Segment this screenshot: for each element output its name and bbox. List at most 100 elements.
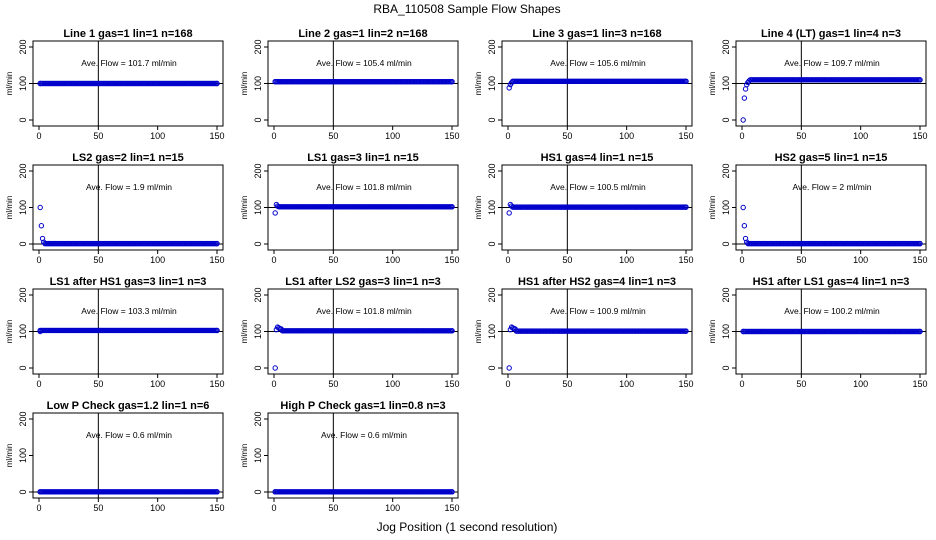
panel-title: LS1 after HS1 gas=3 lin=1 n=3 xyxy=(50,276,207,288)
panel: Line 1 gas=1 lin=1 n=168 0 50 100 150 0 100 200… xyxy=(5,28,225,141)
x-tick-label: 0 xyxy=(505,131,510,141)
y-tick-label: 100 xyxy=(253,200,263,215)
x-tick-label: 100 xyxy=(150,131,165,141)
x-tick-label: 150 xyxy=(678,131,693,141)
panel: LS1 gas=3 lin=1 n=15 0 50 100 150 0 100 200 ml/m… xyxy=(240,152,460,265)
data-point xyxy=(37,80,43,87)
y-tick-label: 100 xyxy=(253,448,263,463)
y-tick-label: 100 xyxy=(487,76,497,91)
y-tick-label: 0 xyxy=(253,489,263,494)
y-tick-label: 200 xyxy=(253,411,263,426)
data-point xyxy=(740,117,746,123)
y-tick-label: 100 xyxy=(18,200,28,215)
x-tick-label: 100 xyxy=(385,131,400,141)
x-tick-label: 150 xyxy=(912,131,927,141)
panel: HS2 gas=5 lin=1 n=15 0 50 100 150 0 100 200 ml/m… xyxy=(708,152,928,265)
x-tick-label: 150 xyxy=(912,255,927,265)
y-tick-label: 100 xyxy=(721,76,731,91)
x-tick-label: 100 xyxy=(150,255,165,265)
x-tick-label: 100 xyxy=(385,379,400,389)
y-tick-label: 100 xyxy=(721,324,731,339)
panel-title: HS1 after LS1 gas=4 lin=1 n=3 xyxy=(753,276,910,288)
panel-title: LS1 gas=3 lin=1 n=15 xyxy=(307,152,419,164)
panel-frame xyxy=(32,412,224,499)
y-tick-label: 100 xyxy=(18,76,28,91)
data-point xyxy=(272,210,278,216)
y-axis-label: ml/min xyxy=(5,72,14,96)
data-point xyxy=(449,489,455,495)
y-tick-label: 100 xyxy=(487,324,497,339)
panel: High P Check gas=1 lin=0.8 n=3 0 50 100 150 0… xyxy=(240,400,460,513)
x-tick-label: 100 xyxy=(385,503,400,513)
data-point xyxy=(214,80,220,87)
y-tick-label: 0 xyxy=(253,117,263,122)
y-tick-label: 200 xyxy=(721,39,731,54)
x-tick-label: 50 xyxy=(93,379,103,389)
y-tick-label: 0 xyxy=(721,365,731,370)
y-tick-label: 100 xyxy=(18,324,28,339)
data-point xyxy=(683,328,689,334)
data-point xyxy=(744,239,750,245)
data-point xyxy=(507,201,514,208)
x-tick-label: 150 xyxy=(444,255,459,265)
panel-title: LS2 gas=2 lin=1 n=15 xyxy=(72,152,184,164)
panel-title: HS2 gas=5 lin=1 n=15 xyxy=(775,152,888,164)
data-point xyxy=(740,204,746,211)
x-tick-label: 50 xyxy=(796,379,806,389)
data-point xyxy=(917,240,923,247)
y-tick-label: 200 xyxy=(253,163,263,178)
data-point xyxy=(449,78,455,85)
y-tick-label: 200 xyxy=(18,411,28,426)
y-tick-label: 200 xyxy=(487,39,497,54)
avg-flow-annotation: Ave. Flow = 101.8 ml/min xyxy=(316,306,412,316)
y-tick-label: 200 xyxy=(18,163,28,178)
panel-title: HS1 after HS2 gas=4 lin=1 n=3 xyxy=(518,276,676,288)
x-tick-label: 0 xyxy=(271,503,276,513)
panel-frame xyxy=(32,164,224,251)
data-point xyxy=(214,327,220,334)
avg-flow-annotation: Ave. Flow = 1.9 ml/min xyxy=(86,182,172,192)
data-point xyxy=(683,204,689,210)
data-point xyxy=(214,240,220,247)
panel-grid: Line 1 gas=1 lin=1 n=168 0 50 100 150 0 100 200… xyxy=(5,28,928,513)
x-tick-label: 100 xyxy=(150,379,165,389)
avg-flow-annotation: Ave. Flow = 101.8 ml/min xyxy=(316,182,412,192)
y-tick-label: 0 xyxy=(253,241,263,246)
x-tick-label: 0 xyxy=(36,379,41,389)
x-tick-label: 50 xyxy=(328,503,338,513)
data-point xyxy=(742,86,749,92)
data-point xyxy=(274,203,281,209)
panel-title: Line 2 gas=1 lin=2 n=168 xyxy=(298,28,427,40)
panel: HS1 after LS1 gas=4 lin=1 n=3 0 50 100 150 0 1… xyxy=(708,276,928,389)
panel: Low P Check gas=1.2 lin=1 n=6 0 50 100 150 0 1… xyxy=(5,400,225,513)
data-point xyxy=(37,204,43,211)
y-tick-label: 200 xyxy=(18,39,28,54)
y-axis-label: ml/min xyxy=(5,196,14,220)
x-tick-label: 100 xyxy=(385,255,400,265)
y-tick-label: 0 xyxy=(487,117,497,122)
data-point xyxy=(41,239,47,245)
y-axis-label: ml/min xyxy=(240,72,249,96)
data-point xyxy=(272,365,278,371)
avg-flow-annotation: Ave. Flow = 105.6 ml/min xyxy=(550,58,646,68)
x-tick-label: 150 xyxy=(444,503,459,513)
panel-title: HS1 gas=4 lin=1 n=15 xyxy=(541,152,654,164)
data-point xyxy=(508,80,515,86)
avg-flow-annotation: Ave. Flow = 105.4 ml/min xyxy=(316,58,412,68)
data-point xyxy=(506,85,512,91)
y-tick-label: 200 xyxy=(487,163,497,178)
x-tick-label: 50 xyxy=(93,131,103,141)
data-point xyxy=(273,201,280,208)
x-tick-label: 0 xyxy=(505,255,510,265)
panel: LS1 after HS1 gas=3 lin=1 n=3 0 50 100 150 0 1… xyxy=(5,276,225,389)
y-axis-label: ml/min xyxy=(240,320,249,344)
y-tick-label: 0 xyxy=(487,241,497,246)
x-tick-label: 50 xyxy=(93,255,103,265)
x-tick-label: 0 xyxy=(739,131,744,141)
y-tick-label: 100 xyxy=(253,76,263,91)
x-tick-label: 0 xyxy=(271,131,276,141)
data-point xyxy=(272,489,278,495)
panel: LS2 gas=2 lin=1 n=15 0 50 100 150 0 100 200 ml/m… xyxy=(5,152,225,265)
x-tick-label: 100 xyxy=(853,379,868,389)
data-point xyxy=(38,223,45,229)
